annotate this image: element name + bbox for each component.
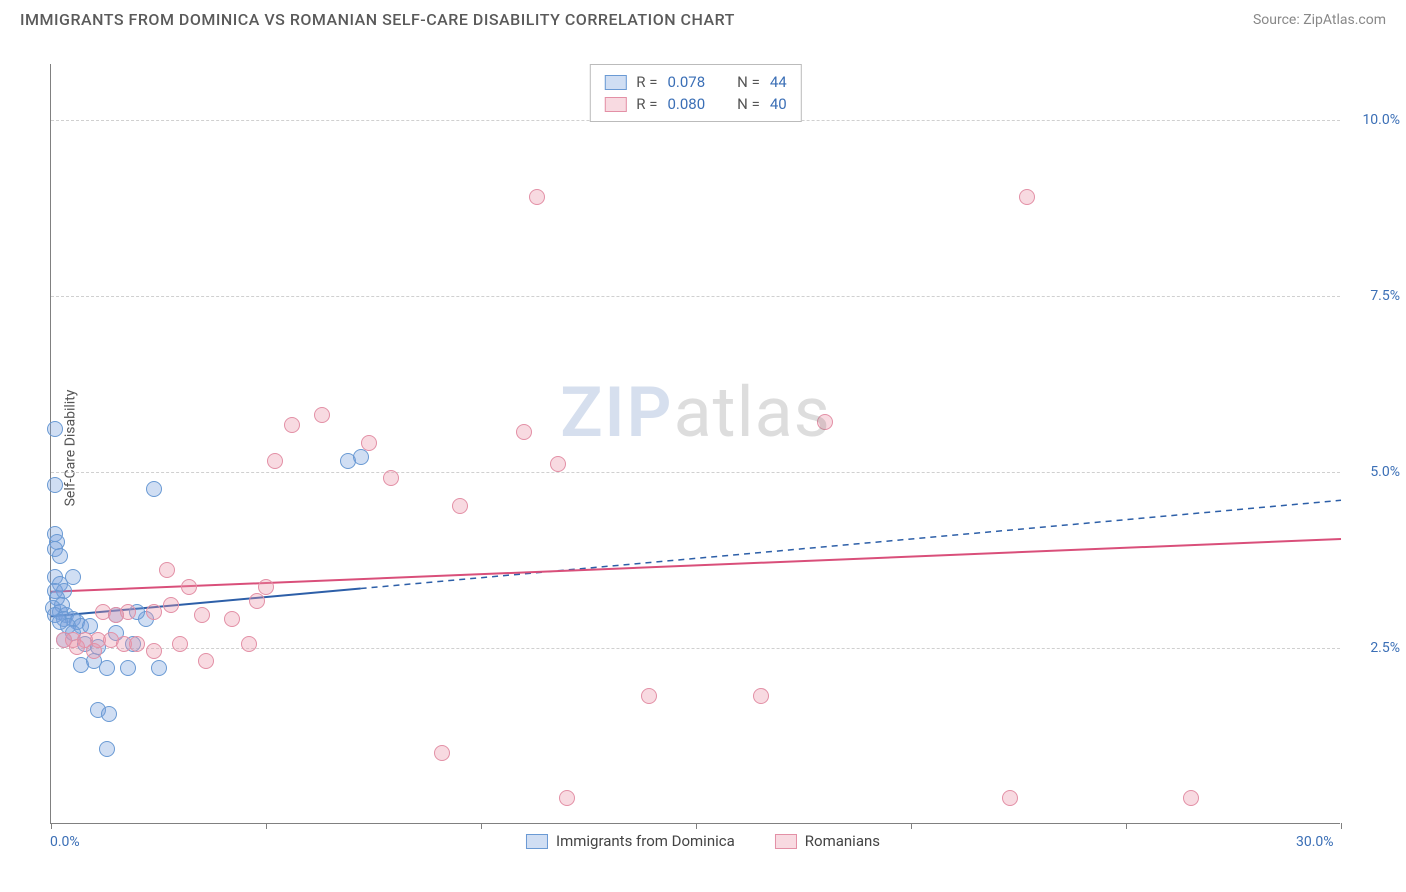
data-point <box>163 597 179 613</box>
data-point <box>753 688 769 704</box>
n-label: N = <box>737 95 760 113</box>
r-label: R = <box>636 95 657 113</box>
data-point <box>383 470 399 486</box>
r-label: R = <box>636 73 657 91</box>
data-point <box>101 706 117 722</box>
chart-container: Self-Care Disability ZIPatlas R =0.078N … <box>0 44 1406 852</box>
r-value: 0.078 <box>667 73 705 91</box>
data-point <box>120 660 136 676</box>
gridline <box>51 296 1340 297</box>
data-point <box>434 745 450 761</box>
x-tick-mark <box>911 823 912 829</box>
data-point <box>224 611 240 627</box>
data-point <box>817 414 833 430</box>
legend-stat-row: R = 0.080 N = 40 <box>604 93 786 115</box>
source-label: Source: ZipAtlas.com <box>1253 12 1386 28</box>
r-value: 0.080 <box>667 95 705 113</box>
legend-swatch <box>604 75 626 90</box>
x-tick-mark <box>481 823 482 829</box>
plot-area: ZIPatlas R =0.078N =44R =0.080N =40 2.5%… <box>50 64 1340 824</box>
data-point <box>52 548 68 564</box>
data-point <box>146 481 162 497</box>
data-point <box>99 741 115 757</box>
data-point <box>267 453 283 469</box>
gridline <box>51 472 1340 473</box>
legend-stats: R = 0.078 N = 44 R = 0.080 N = 40 <box>589 64 801 122</box>
data-point <box>249 593 265 609</box>
x-tick-mark <box>51 823 52 829</box>
data-point <box>47 421 63 437</box>
data-point <box>129 636 145 652</box>
n-label: N = <box>737 73 760 91</box>
data-point <box>258 579 274 595</box>
data-point <box>146 604 162 620</box>
data-point <box>120 604 136 620</box>
x-tick-mark <box>266 823 267 829</box>
data-point <box>65 569 81 585</box>
data-point <box>361 435 377 451</box>
data-point <box>641 688 657 704</box>
data-point <box>1183 790 1199 806</box>
source-link[interactable]: ZipAtlas.com <box>1303 12 1386 28</box>
legend-series: Immigrants from Dominica Romanians <box>526 832 880 850</box>
legend-swatch <box>526 834 548 849</box>
x-tick-mark <box>696 823 697 829</box>
data-point <box>159 562 175 578</box>
data-point <box>181 579 197 595</box>
x-tick-mark <box>1126 823 1127 829</box>
trend-line-solid <box>51 539 1341 592</box>
data-point <box>172 636 188 652</box>
legend-swatch <box>604 97 626 112</box>
y-tick-label: 10.0% <box>1350 112 1400 128</box>
y-tick-label: 5.0% <box>1350 464 1400 480</box>
legend-swatch <box>775 834 797 849</box>
chart-title: IMMIGRANTS FROM DOMINICA VS ROMANIAN SEL… <box>20 10 735 29</box>
data-point <box>241 636 257 652</box>
trend-lines <box>51 64 1341 824</box>
data-point <box>1002 790 1018 806</box>
legend-item: Immigrants from Dominica <box>526 832 735 850</box>
legend-label: Immigrants from Dominica <box>556 832 735 850</box>
data-point <box>516 424 532 440</box>
data-point <box>1019 189 1035 205</box>
x-tick-mark <box>1341 823 1342 829</box>
data-point <box>353 449 369 465</box>
data-point <box>69 639 85 655</box>
data-point <box>314 407 330 423</box>
data-point <box>194 607 210 623</box>
x-origin-label: 0.0% <box>50 834 80 850</box>
data-point <box>550 456 566 472</box>
data-point <box>559 790 575 806</box>
x-end-label: 30.0% <box>1296 834 1334 850</box>
data-point <box>86 643 102 659</box>
legend-label: Romanians <box>805 832 880 850</box>
legend-stat-row: R = 0.078 N = 44 <box>604 71 786 93</box>
data-point <box>151 660 167 676</box>
data-point <box>47 477 63 493</box>
legend-item: Romanians <box>775 832 880 850</box>
data-point <box>99 660 115 676</box>
data-point <box>146 643 162 659</box>
n-value: 44 <box>770 73 787 91</box>
data-point <box>284 417 300 433</box>
y-tick-label: 2.5% <box>1350 640 1400 656</box>
data-point <box>452 498 468 514</box>
data-point <box>198 653 214 669</box>
n-value: 40 <box>770 95 787 113</box>
y-tick-label: 7.5% <box>1350 288 1400 304</box>
data-point <box>529 189 545 205</box>
